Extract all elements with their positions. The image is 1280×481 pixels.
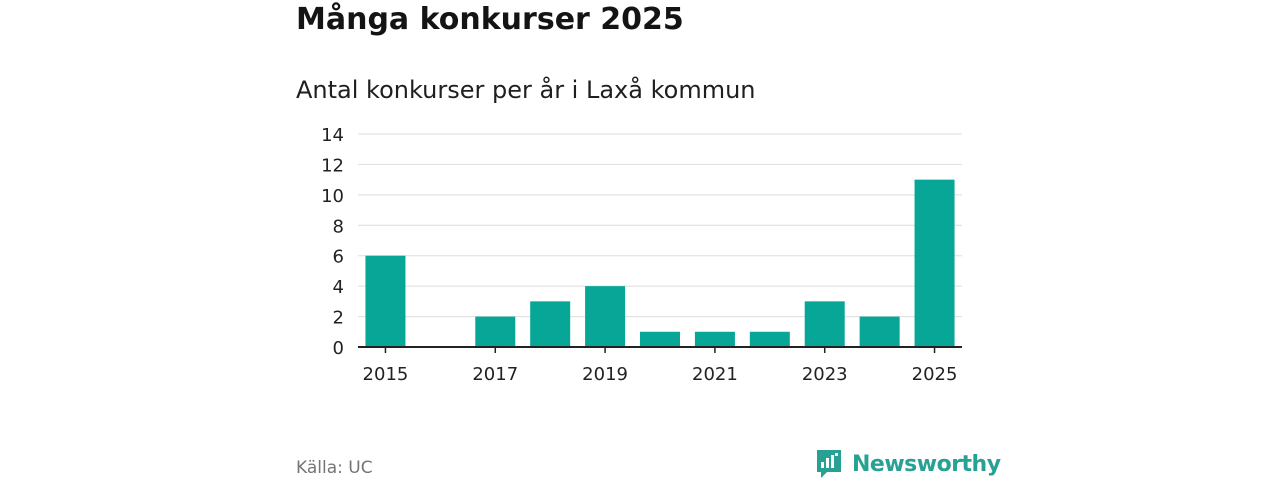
y-tick-label: 12 — [321, 155, 344, 176]
bar-2025 — [914, 179, 955, 347]
newsworthy-logo-icon — [817, 450, 841, 478]
x-tick-label: 2019 — [582, 364, 628, 385]
chart-title: Många konkurser 2025 — [296, 2, 684, 37]
y-tick-label: 8 — [333, 216, 344, 237]
source-note: Källa: UC — [296, 458, 373, 478]
bar-2017 — [475, 316, 516, 347]
y-tick-label: 6 — [333, 247, 344, 268]
newsworthy-logo: Newsworthy — [815, 447, 1001, 481]
y-tick-label: 2 — [333, 308, 344, 329]
x-tick-label: 2023 — [802, 364, 848, 385]
bar-2022 — [749, 331, 790, 347]
newsworthy-brand-name: Newsworthy — [852, 451, 1001, 477]
bar-2024 — [859, 316, 900, 347]
x-tick-label: 2021 — [692, 364, 738, 385]
bar-2019 — [585, 286, 626, 347]
bar-2020 — [640, 331, 680, 347]
chart-subtitle: Antal konkurser per år i Laxå kommun — [296, 76, 756, 104]
bar-2021 — [694, 331, 735, 347]
x-tick-label: 2015 — [363, 364, 409, 385]
x-tick-label: 2025 — [912, 364, 958, 385]
y-tick-label: 14 — [321, 125, 344, 146]
bar-2015 — [365, 255, 406, 347]
x-tick-label: 2017 — [472, 364, 518, 385]
y-tick-label: 10 — [321, 186, 344, 207]
bar-2023 — [804, 301, 845, 347]
bar-2018 — [530, 301, 571, 347]
y-tick-label: 0 — [333, 338, 344, 359]
y-tick-label: 4 — [333, 277, 344, 298]
